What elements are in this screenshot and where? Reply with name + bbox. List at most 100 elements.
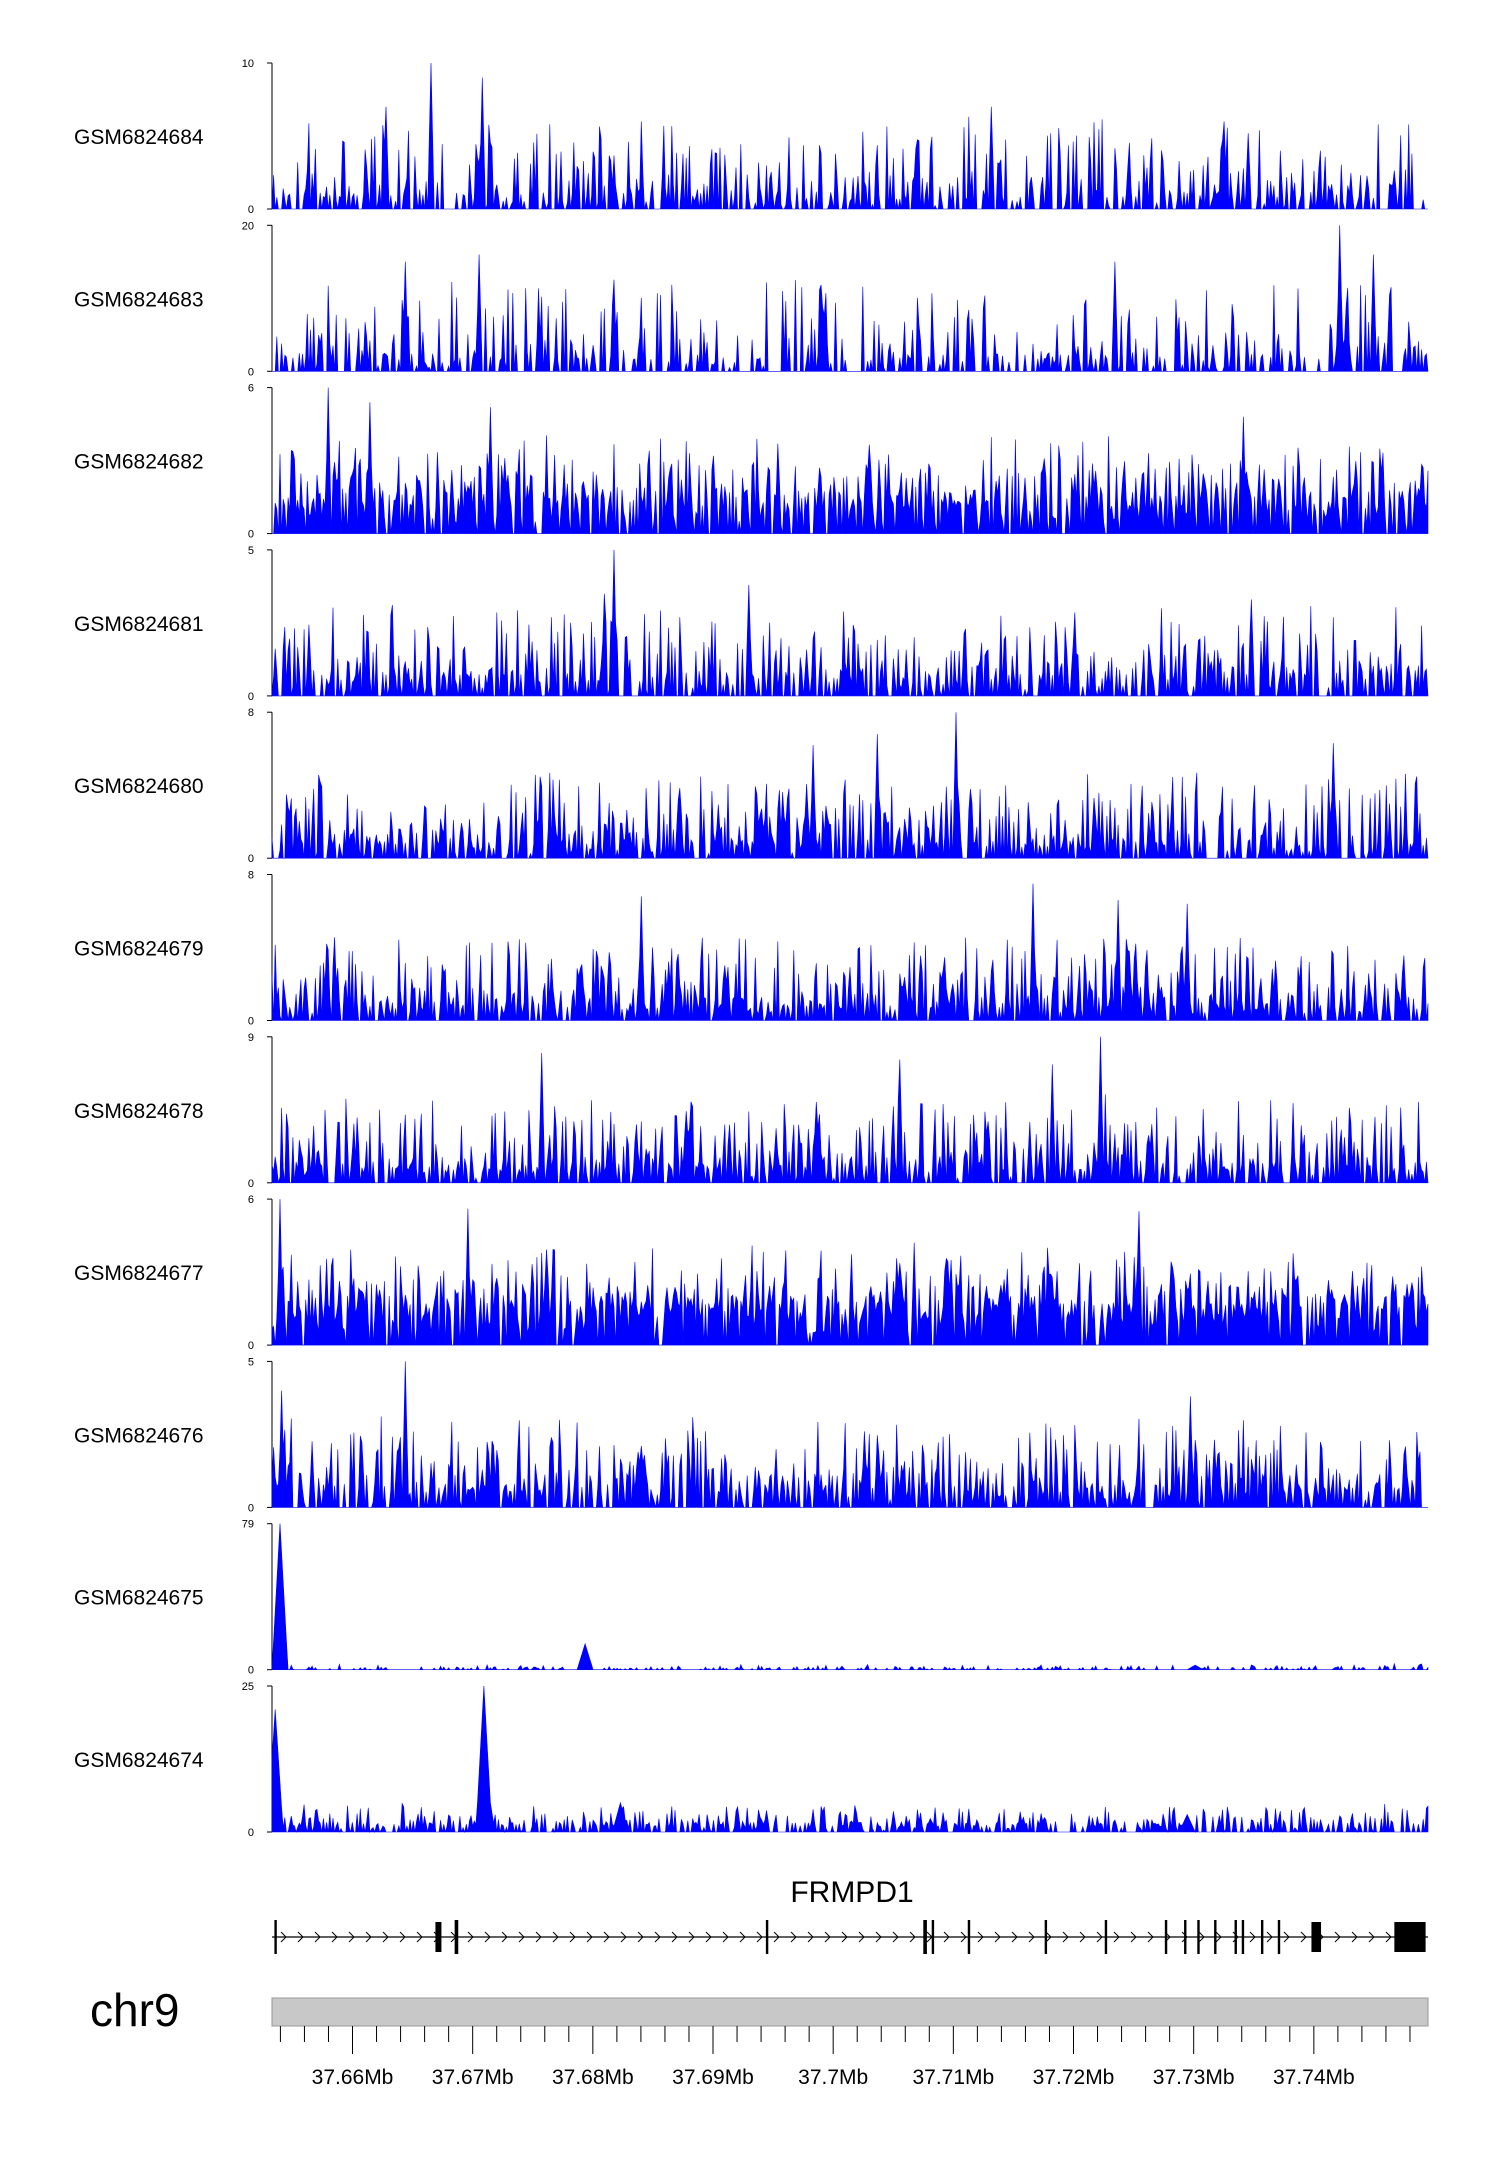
strand-arrow [1334, 1931, 1341, 1943]
y-min-label: 0 [248, 366, 254, 378]
track-GSM6824674: GSM6824674 25 0 [74, 1681, 1429, 1839]
exon [1104, 1920, 1108, 1954]
strand-arrow [773, 1931, 780, 1943]
strand-arrow [671, 1931, 678, 1943]
strand-arrow [1113, 1931, 1120, 1943]
y-min-label: 0 [248, 529, 254, 541]
strand-arrow [1130, 1931, 1137, 1943]
track-GSM6824677: GSM6824677 6 0 [74, 1194, 1429, 1352]
strand-arrow [1079, 1931, 1086, 1943]
y-max-label: 5 [248, 545, 254, 557]
coverage-area [271, 1361, 1428, 1508]
strand-arrow [1385, 1931, 1392, 1943]
strand-arrow [586, 1931, 593, 1943]
track-GSM6824675: GSM6824675 79 0 [74, 1519, 1429, 1677]
strand-arrow [637, 1931, 644, 1943]
exon [1394, 1922, 1426, 1952]
coverage-area [271, 1199, 1429, 1346]
x-tick-label: 37.73Mb [1153, 2066, 1235, 2089]
chromosome-ideogram: chr9 [90, 1984, 1429, 2036]
y-max-label: 8 [248, 870, 254, 882]
y-min-label: 0 [248, 1502, 254, 1514]
strand-arrow [875, 1931, 882, 1943]
track-GSM6824676: GSM6824676 5 0 [74, 1356, 1428, 1514]
strand-arrow [365, 1931, 372, 1943]
coverage-area [271, 1685, 1429, 1834]
track-label: GSM6824678 [74, 1100, 204, 1123]
coverage-area [271, 62, 1428, 211]
strand-arrow [603, 1931, 610, 1943]
strand-arrow [960, 1931, 967, 1943]
y-min-label: 0 [248, 853, 254, 865]
strand-arrow [909, 1931, 916, 1943]
coverage-tracks: GSM6824684100GSM6824683200GSM682468260GS… [74, 58, 1429, 1839]
exon [274, 1920, 277, 1954]
chromosome-bar [271, 1997, 1429, 2027]
gene-track: FRMPD1 [272, 1876, 1428, 1954]
strand-arrow [790, 1931, 797, 1943]
strand-arrow [1096, 1931, 1103, 1943]
track-GSM6824678: GSM6824678 9 0 [74, 1032, 1429, 1190]
exon [1214, 1920, 1217, 1954]
track-label: GSM6824682 [74, 451, 204, 474]
x-tick-label: 37.72Mb [1033, 2066, 1115, 2089]
exon [765, 1920, 769, 1954]
track-label: GSM6824680 [74, 775, 204, 798]
exon [1044, 1920, 1048, 1954]
exon [1197, 1920, 1200, 1954]
x-tick-label: 37.74Mb [1273, 2066, 1355, 2089]
x-tick-label: 37.71Mb [912, 2066, 994, 2089]
gene-model [272, 1920, 1428, 1954]
coverage-area [271, 1036, 1429, 1184]
chromosome-label: chr9 [90, 1984, 179, 2036]
track-GSM6824684: GSM6824684 10 0 [74, 58, 1428, 216]
track-GSM6824683: GSM6824683 20 0 [74, 220, 1429, 378]
y-min-label: 0 [248, 1016, 254, 1028]
strand-arrow [297, 1931, 304, 1943]
strand-arrow [1181, 1931, 1188, 1943]
strand-arrow [331, 1931, 338, 1943]
coverage-area [271, 549, 1429, 698]
strand-arrow [739, 1931, 746, 1943]
strand-arrow [518, 1931, 525, 1943]
y-min-label: 0 [248, 204, 254, 216]
exon [1311, 1922, 1322, 1952]
y-max-label: 6 [248, 1194, 254, 1206]
strand-arrow [1147, 1931, 1154, 1943]
strand-arrow [858, 1931, 865, 1943]
y-max-label: 8 [248, 707, 254, 719]
x-tick-label: 37.67Mb [432, 2066, 514, 2089]
x-tick-label: 37.68Mb [552, 2066, 634, 2089]
gene-name-label: FRMPD1 [790, 1876, 913, 1909]
exon [1260, 1920, 1264, 1954]
strand-arrow [382, 1931, 389, 1943]
exon [1164, 1920, 1168, 1954]
coverage-area [271, 883, 1429, 1021]
strand-arrow [484, 1931, 491, 1943]
strand-arrow [1045, 1931, 1052, 1943]
strand-arrow [1283, 1931, 1290, 1943]
strand-arrow [705, 1931, 712, 1943]
y-max-label: 25 [242, 1681, 254, 1693]
strand-arrow [535, 1931, 542, 1943]
y-max-label: 20 [242, 220, 254, 232]
strand-arrow [1351, 1931, 1358, 1943]
x-tick-label: 37.7Mb [798, 2066, 868, 2089]
track-label: GSM6824684 [74, 126, 204, 149]
track-label: GSM6824679 [74, 938, 204, 961]
genomic-axis: 37.66Mb 37.67Mb 37.68Mb 37.69Mb 37.7Mb 37.71M… [279, 2026, 1411, 2089]
strand-arrow [552, 1931, 559, 1943]
strand-arrow [1028, 1931, 1035, 1943]
track-label: GSM6824676 [74, 1424, 204, 1447]
track-label: GSM6824681 [74, 613, 204, 636]
coverage-area [272, 225, 1429, 373]
exon [931, 1920, 935, 1954]
track-GSM6824679: GSM6824679 8 0 [74, 870, 1429, 1028]
y-max-label: 6 [248, 383, 254, 395]
strand-arrow [620, 1931, 627, 1943]
x-tick-label: 37.66Mb [312, 2066, 394, 2089]
exon [454, 1920, 459, 1954]
strand-arrow [416, 1931, 423, 1943]
strand-arrow [1249, 1931, 1256, 1943]
strand-arrow [1300, 1931, 1307, 1943]
